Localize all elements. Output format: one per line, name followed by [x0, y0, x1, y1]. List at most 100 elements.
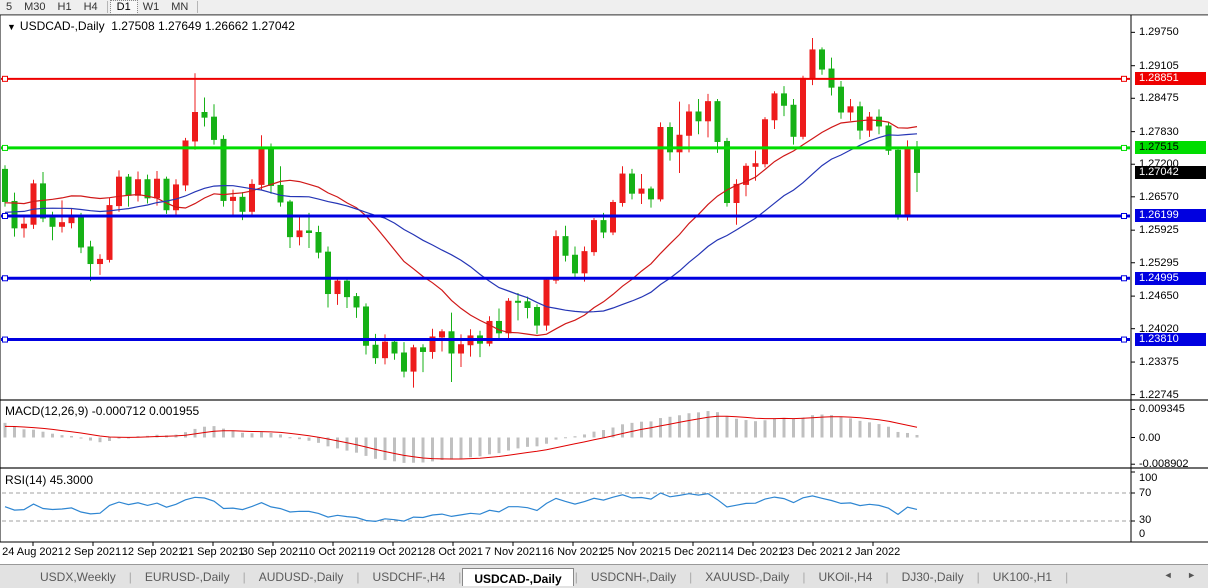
candle-body — [762, 119, 768, 165]
quote-open: 1.27508 — [111, 19, 155, 33]
candle-body — [192, 112, 198, 142]
date-label: 10 Oct 2021 — [303, 546, 363, 558]
macd-histogram-bar — [431, 437, 434, 462]
candle-body — [287, 201, 293, 238]
candle-body — [695, 111, 702, 122]
macd-histogram-bar — [288, 437, 292, 439]
macd-histogram-bar — [725, 416, 729, 438]
hline-handle[interactable] — [1121, 144, 1127, 151]
candle-body — [800, 77, 806, 137]
hline-handle[interactable] — [1121, 75, 1127, 82]
date-label: 21 Sep 2021 — [181, 546, 245, 558]
macd-histogram-bar — [782, 417, 786, 438]
period-button-H4[interactable]: H4 — [83, 0, 98, 13]
candle-body — [173, 184, 179, 211]
period-button-MN[interactable]: MN — [171, 0, 189, 13]
candle-body — [648, 188, 654, 200]
period-button-D1[interactable]: D1 — [109, 0, 138, 15]
hline-handle[interactable] — [2, 212, 8, 219]
macd-histogram-bar — [583, 434, 586, 438]
macd-histogram-bar — [592, 431, 596, 438]
rsi-value: 45.3000 — [49, 473, 94, 487]
symbol-tab-eurusd-daily[interactable]: EURUSD-,Daily — [144, 569, 230, 584]
candle-body — [486, 320, 493, 344]
rsi-label: RSI(14) 45.3000 — [5, 473, 94, 487]
candle-body — [752, 163, 759, 167]
candle-body — [838, 86, 844, 113]
macd-histogram-bar — [611, 427, 615, 438]
candle-body — [619, 173, 626, 203]
toolbar-separator — [106, 1, 108, 13]
hline-handle[interactable] — [2, 336, 8, 343]
symbol-tab-ukoil-h4[interactable]: UKOil-,H4 — [818, 569, 873, 584]
symbol-tab-usdcnh-daily[interactable]: USDCNH-,Daily — [590, 569, 677, 584]
symbol-tab-usdcad-daily[interactable]: USDCAD-,Daily — [462, 567, 574, 586]
symbol-tab-audusd-daily[interactable]: AUDUSD-,Daily — [258, 569, 344, 584]
tab-separator: | — [885, 569, 889, 584]
candle-body — [230, 196, 236, 201]
hline-handle[interactable] — [2, 275, 8, 282]
candle-body — [857, 106, 863, 131]
macd-histogram-bar — [260, 432, 263, 438]
macd-histogram-bar — [792, 419, 795, 438]
price-badge-1.24995: 1.24995 — [1135, 271, 1206, 285]
candle-body — [781, 93, 787, 106]
hline-handle[interactable] — [2, 144, 8, 151]
macd-histogram-bar — [393, 437, 396, 462]
candle-body — [904, 147, 911, 216]
symbol-tab-usdx-weekly[interactable]: USDX,Weekly — [40, 569, 116, 584]
macd-histogram-bar — [222, 428, 225, 438]
macd-histogram-bar — [250, 433, 254, 438]
hline-handle[interactable] — [1121, 275, 1127, 282]
period-button-M30[interactable]: M30 — [24, 0, 46, 13]
current-price-badge: 1.27042 — [1135, 165, 1206, 179]
rsi-tick-label: 70 — [1139, 487, 1152, 499]
tab-separator: | — [574, 569, 578, 584]
candle-body — [771, 93, 778, 121]
macd-label: MACD(12,26,9) -0.000712 0.001955 — [5, 404, 200, 418]
candle-body — [201, 112, 208, 118]
period-button-H1[interactable]: H1 — [57, 0, 72, 13]
date-label: 14 Dec 2021 — [721, 546, 785, 558]
macd-histogram-bar — [383, 437, 387, 461]
hline-handle[interactable] — [1121, 336, 1127, 343]
macd-histogram-bar — [231, 430, 235, 438]
candle-body — [876, 116, 882, 127]
candle-body — [667, 127, 673, 153]
macd-histogram-bar — [564, 437, 567, 439]
symbol-tab-xauusd-daily[interactable]: XAUUSD-,Daily — [705, 569, 790, 584]
symbol-tab-uk100-h1[interactable]: UK100-,H1 — [992, 569, 1053, 584]
candle-body — [363, 306, 369, 346]
candle-body — [429, 336, 436, 352]
symbol-tab-usdchf-h4[interactable]: USDCHF-,H4 — [372, 569, 446, 584]
tab-scroll-arrows[interactable]: ◄ ► — [1163, 570, 1202, 580]
macd-histogram-bar — [830, 415, 833, 438]
candle-body — [866, 116, 873, 131]
macd-histogram-bar — [3, 422, 7, 438]
macd-histogram-bar — [336, 437, 339, 449]
macd-histogram-bar — [60, 435, 64, 438]
period-button-5[interactable]: 5 — [6, 0, 13, 13]
hline-handle[interactable] — [1121, 212, 1127, 219]
rsi-tick-label: 0 — [1139, 528, 1146, 540]
macd-histogram-bar — [839, 416, 843, 438]
date-label: 7 Nov 2021 — [484, 546, 542, 558]
date-label: 25 Nov 2021 — [601, 546, 665, 558]
tab-separator: | — [1065, 569, 1069, 584]
candle-body — [600, 220, 607, 233]
macd-histogram-bar — [773, 418, 776, 438]
candle-body — [562, 236, 569, 256]
ma-fast-line — [4, 119, 918, 337]
macd-histogram-bar — [858, 420, 862, 438]
macd-histogram-bar — [412, 437, 415, 463]
macd-histogram-bar — [811, 415, 814, 438]
period-button-W1[interactable]: W1 — [142, 0, 160, 13]
symbol-tab-dj30-daily[interactable]: DJ30-,Daily — [901, 569, 964, 584]
macd-histogram-bar — [915, 434, 919, 438]
candle-body — [505, 300, 512, 334]
chevron-down-icon[interactable]: ▼ — [7, 22, 16, 32]
hline-handle[interactable] — [2, 75, 8, 82]
macd-histogram-bar — [269, 432, 273, 438]
